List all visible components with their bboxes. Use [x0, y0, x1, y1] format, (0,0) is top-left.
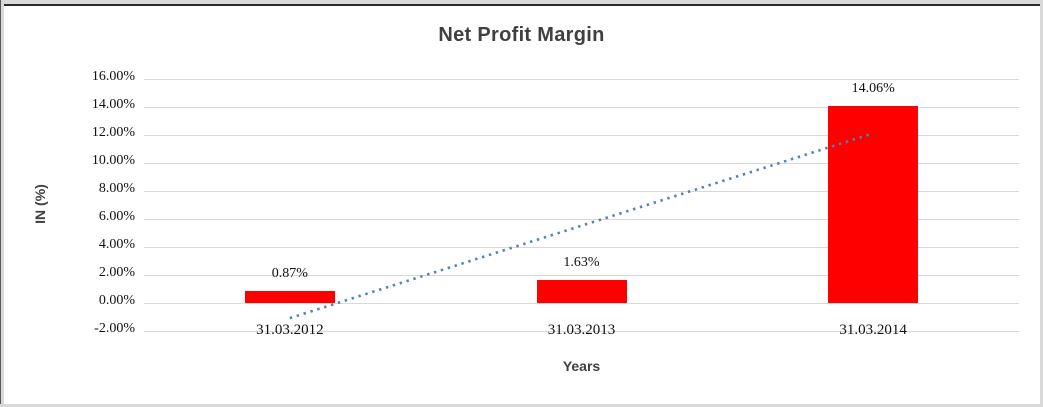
y-tick-label: 2.00%: [98, 265, 135, 280]
plot-area: 0.87% 1.63% 14.06% 31.03.2012 31.03.2013 31.…: [144, 78, 1019, 338]
frame-border-left-inner: [0, 0, 1, 407]
data-label: 0.87%: [271, 265, 308, 281]
frame-border-top-inner: [0, 4, 1043, 6]
y-tick-label: 6.00%: [98, 209, 135, 224]
gridline: [144, 330, 1019, 332]
bar-31.03.2013: [536, 280, 627, 303]
x-tick-label: 31.03.2012: [256, 322, 324, 338]
data-label: 14.06%: [851, 81, 895, 97]
y-tick-label: 16.00%: [91, 69, 135, 84]
data-label: 1.63%: [563, 255, 600, 271]
y-axis-tick-labels: 16.00% 14.00% 12.00% 10.00% 8.00% 6.00% 4.00% 2…: [0, 0, 137, 407]
x-tick-label: 31.03.2014: [839, 322, 907, 338]
frame-border-left-outer: [1, 0, 4, 407]
y-tick-label: 0.00%: [98, 293, 135, 308]
bar-31.03.2014: [828, 106, 919, 303]
frame-border-bottom: [0, 404, 1043, 407]
y-tick-label: -2.00%: [94, 321, 135, 336]
y-tick-label: 14.00%: [91, 97, 135, 112]
gridline: [144, 78, 1019, 80]
gridline: [144, 106, 1019, 108]
x-axis-title: Years: [562, 358, 601, 374]
x-tick-label: 31.03.2013: [547, 322, 616, 338]
frame-border-right: [1040, 0, 1043, 407]
y-tick-label: 4.00%: [98, 237, 135, 252]
y-tick-label: 12.00%: [91, 125, 135, 140]
bar-31.03.2012: [244, 290, 335, 303]
frame-border-top-outer: [0, 0, 1043, 4]
y-tick-label: 10.00%: [91, 153, 135, 168]
y-tick-label: 8.00%: [98, 181, 135, 196]
chart-title: Net Profit Margin: [438, 24, 605, 46]
